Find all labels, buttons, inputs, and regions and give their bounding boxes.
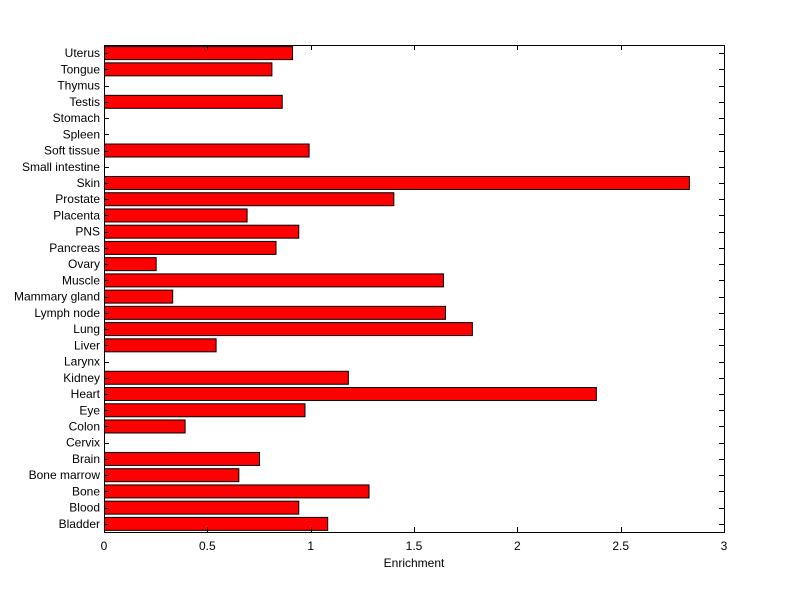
- y-tick-label: Small intestine: [22, 160, 100, 174]
- y-tick-label: Kidney: [63, 371, 100, 385]
- x-tick-label: 3: [721, 539, 728, 553]
- bar-heart: [104, 387, 597, 402]
- y-tick-label: Muscle: [62, 273, 100, 287]
- y-tick-label: Bone: [72, 484, 100, 498]
- y-tick-label: PNS: [75, 225, 100, 239]
- y-tick-label: Liver: [74, 338, 100, 352]
- bar-skin: [104, 175, 690, 190]
- bar-ovary: [104, 257, 157, 272]
- y-tick-label: Mammary gland: [14, 290, 100, 304]
- bar-testis: [104, 94, 283, 109]
- bar-kidney: [104, 370, 349, 385]
- x-tick-label: 0: [101, 539, 108, 553]
- y-tick-label: Eye: [79, 403, 100, 417]
- y-tick-label: Uterus: [65, 46, 100, 60]
- bar-bladder: [104, 516, 329, 531]
- x-tick-label: 0.5: [199, 539, 216, 553]
- y-tick-label: Bone marrow: [29, 468, 101, 482]
- y-tick-label: Skin: [77, 176, 100, 190]
- y-tick-label: Prostate: [55, 192, 100, 206]
- y-tick-label: Lung: [73, 322, 100, 336]
- bar-pns: [104, 224, 300, 239]
- y-tick-label: Lymph node: [34, 306, 100, 320]
- bar-soft-tissue: [104, 143, 310, 158]
- bar-muscle: [104, 273, 444, 288]
- y-tick-label: Bladder: [59, 517, 100, 531]
- x-tick-label: 2: [514, 539, 521, 553]
- bar-bone-marrow: [104, 468, 240, 483]
- y-tick-label: Spleen: [63, 127, 100, 141]
- y-tick-label: Pancreas: [49, 241, 100, 255]
- bars-layer: [104, 46, 690, 531]
- y-tick-label: Soft tissue: [44, 144, 100, 158]
- y-tick-label: Cervix: [66, 436, 100, 450]
- y-tick-label: Testis: [69, 95, 100, 109]
- bar-lymph-node: [104, 305, 446, 320]
- bar-lung: [104, 322, 473, 337]
- x-axis-label: Enrichment: [384, 556, 445, 570]
- bar-colon: [104, 419, 186, 434]
- y-tick-label: Heart: [71, 387, 101, 401]
- bar-prostate: [104, 192, 395, 207]
- bar-placenta: [104, 208, 248, 223]
- plot-area-frame: [104, 45, 725, 533]
- bar-brain: [104, 451, 260, 466]
- y-tick-label: Placenta: [53, 208, 100, 222]
- x-tick-label: 2.5: [612, 539, 629, 553]
- bar-tongue: [104, 62, 273, 77]
- y-tick-label: Tongue: [61, 62, 101, 76]
- bar-blood: [104, 500, 300, 515]
- bar-liver: [104, 338, 217, 353]
- bar-pancreas: [104, 240, 277, 255]
- y-tick-label: Colon: [69, 419, 100, 433]
- bar-mammary-gland: [104, 289, 174, 304]
- y-tick-label: Thymus: [57, 79, 100, 93]
- bar-eye: [104, 403, 306, 418]
- x-tick-label: 1: [307, 539, 314, 553]
- x-tick-label: 1.5: [406, 539, 423, 553]
- y-tick-label: Larynx: [64, 355, 100, 369]
- bar-uterus: [104, 46, 294, 61]
- y-tick-label: Brain: [72, 452, 100, 466]
- y-tick-label: Blood: [69, 501, 100, 515]
- y-tick-label: Ovary: [68, 257, 100, 271]
- y-axis-ticks: Bladder Blood Bone Bone marrow Brain Cervix Co…: [14, 46, 724, 531]
- bar-bone: [104, 484, 370, 499]
- y-tick-label: Stomach: [53, 111, 100, 125]
